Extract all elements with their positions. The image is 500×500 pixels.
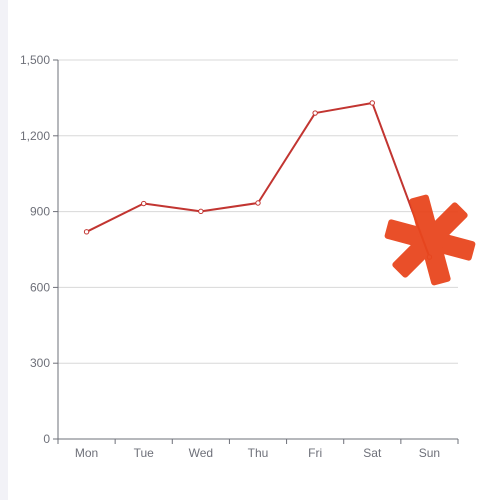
line-chart: 0 300 600 900 1,200 1,500 Mon Tue Wed Thu Fri Sat Su… [20,53,476,460]
y-tick-label: 1,500 [20,53,50,67]
series [83,100,433,260]
series-line [86,101,431,258]
data-point [198,208,204,215]
asterisk-icon [384,194,476,286]
x-tick-label: Tue [134,446,155,460]
y-tick-label: 300 [30,356,50,370]
y-tick-label: 0 [43,432,50,446]
x-tick-label: Sun [419,446,440,460]
asterisk-arm [392,202,468,278]
chart-panel: 0 300 600 900 1,200 1,500 Mon Tue Wed Thu Fri Sat Su… [8,0,500,500]
x-tick-label: Sat [363,446,382,460]
x-tick-label: Fri [308,446,322,460]
data-point [312,110,318,116]
data-point [83,229,90,235]
overlay [384,194,476,286]
x-tick-label: Mon [75,446,98,460]
x-tick-label: Thu [248,446,269,460]
data-point [255,200,261,206]
x-tick-label: Wed [189,446,213,460]
y-tick-label: 600 [30,280,50,294]
data-point [141,200,147,207]
y-tick-label: 1,200 [20,129,50,143]
grid-lines [58,59,458,364]
y-tick-label: 900 [30,205,50,219]
axes: 0 300 600 900 1,200 1,500 Mon Tue Wed Thu Fri Sat Su… [20,53,459,460]
data-point [369,100,375,106]
